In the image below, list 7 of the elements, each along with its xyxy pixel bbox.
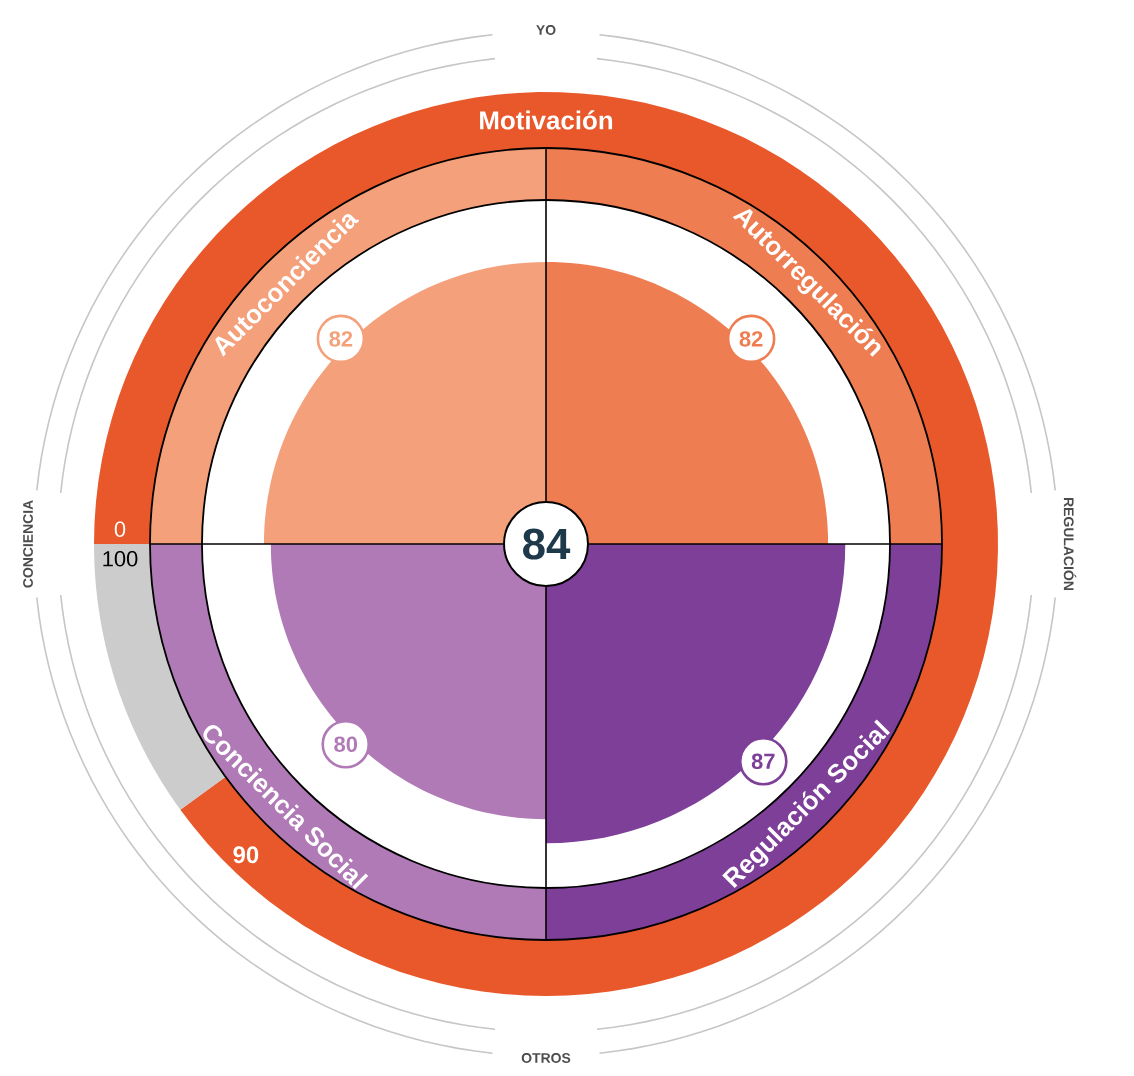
data-label: 80 [334,736,358,753]
text: Motivación [480,110,613,130]
text: 0 [114,521,126,537]
text: 84 [523,528,571,560]
data-label: 90 [233,846,259,864]
data-label: 87 [751,753,775,770]
text: 100 [103,551,138,567]
